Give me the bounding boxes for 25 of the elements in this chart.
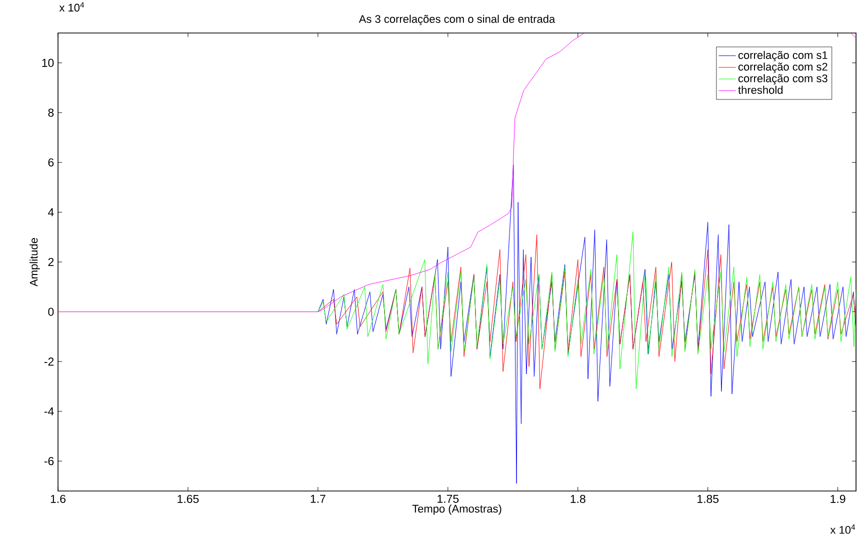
y-tick-label: -2 (44, 358, 54, 366)
legend-label: threshold (738, 86, 783, 94)
x-tick-label: 1.7 (310, 494, 326, 503)
x-tick-label: 1.8 (570, 494, 586, 503)
legend-label: correlação com s1 (738, 50, 828, 62)
x-tick-label: 1.85 (698, 494, 719, 503)
x-tick-label: 1.75 (438, 494, 459, 503)
x-axis-title: Tempo (Amostras) (412, 504, 502, 515)
y-tick-label: -4 (44, 407, 54, 416)
text: x 10$^{4}$ (59, 2, 84, 12)
text: x 10$^{4}$ (830, 524, 856, 534)
legend-label: correlação com s3 (738, 74, 828, 84)
y-axis-title: Amplitude (30, 238, 40, 286)
x-tick-label: 1.6 (50, 494, 66, 503)
chart-title: As 3 correlações com o sinal de entrada (358, 14, 556, 26)
y-tick-label: 2 (48, 258, 54, 266)
y-tick-label: -6 (44, 457, 54, 466)
y-tick-label: 10 (42, 58, 54, 67)
y-tick-label: 0 (48, 308, 54, 316)
y-tick-label: 4 (48, 208, 54, 216)
x-tick-label: 1.9 (830, 494, 846, 503)
x-tick-label: 1.65 (178, 494, 199, 503)
y-tick-label: 8 (48, 108, 54, 117)
y-tick-label: 6 (48, 158, 54, 166)
legend-label: correlação com s2 (738, 62, 828, 73)
